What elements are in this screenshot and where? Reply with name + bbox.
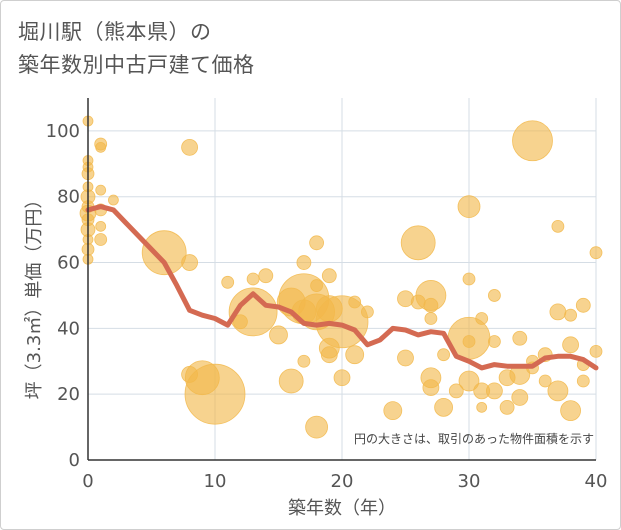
bubble-31	[269, 325, 288, 345]
bubble-83	[551, 219, 565, 233]
bubble-19	[108, 194, 119, 206]
y-tick-label-3: 60	[57, 253, 80, 274]
bubble-series	[79, 115, 603, 439]
bubble-65	[462, 272, 476, 286]
chart-title-line-2: 築年数別中古戸建て価格	[18, 53, 255, 77]
chart-title: 堀川駅（熊本県）の 築年数別中古戸建て価格	[18, 16, 255, 82]
x-tick-label-3: 30	[458, 471, 481, 492]
bubble-89	[562, 336, 579, 354]
y-tick-label-4: 80	[57, 187, 80, 208]
tick-labels: 0 10 20 30 40 0 20 40 60 80 100	[46, 121, 608, 492]
bubble-88	[564, 308, 577, 322]
trend-line	[85, 204, 599, 371]
bubble-30	[258, 268, 274, 284]
bubble-63	[448, 383, 464, 399]
x-tick-label-1: 10	[204, 471, 227, 492]
bubble-50	[360, 305, 374, 319]
bubble-38	[309, 235, 325, 251]
bubble-20	[141, 230, 187, 276]
bubble-80	[512, 120, 553, 162]
x-tick-label-2: 20	[331, 471, 354, 492]
x-tick-label-4: 40	[585, 471, 608, 492]
bubble-84	[549, 303, 567, 321]
bubble-15	[95, 184, 107, 196]
bubble-87	[538, 374, 552, 388]
bubble-28	[228, 287, 278, 337]
bubble-90	[560, 400, 581, 422]
bubble-47	[333, 369, 351, 387]
bubble-39	[310, 279, 324, 292]
bubble-14	[95, 141, 107, 153]
bubble-95	[589, 344, 603, 358]
bubble-60	[422, 379, 440, 397]
x-axis-title: 築年数（年）	[288, 498, 396, 519]
bubble-77	[512, 330, 528, 346]
bubble-74	[485, 382, 503, 400]
bubble-22	[181, 254, 199, 271]
bubble-69	[475, 312, 489, 325]
y-tick-label-0: 0	[69, 450, 80, 471]
bubble-46	[315, 295, 369, 349]
bubble-51	[383, 401, 403, 421]
bubble-41	[305, 415, 329, 439]
y-axis-title: 坪（3.3㎡）単価（万円）	[23, 191, 45, 400]
bubble-42	[321, 268, 337, 284]
bubble-25	[184, 363, 246, 425]
bubble-57	[423, 297, 439, 313]
x-tick-label-0: 0	[82, 471, 93, 492]
trend-series	[85, 204, 599, 371]
bubble-45	[320, 346, 338, 364]
bubble-79	[511, 389, 529, 406]
bubble-18	[94, 233, 108, 246]
y-tick-label-1: 20	[57, 384, 80, 405]
bubble-37	[297, 354, 311, 368]
bubble-33	[278, 368, 304, 394]
bubble-49	[345, 345, 365, 365]
bubble-72	[487, 289, 501, 302]
bubble-58	[424, 312, 438, 325]
bubble-94	[589, 246, 603, 260]
bubble-67	[462, 335, 476, 348]
axes	[87, 98, 596, 461]
bubble-48	[348, 295, 362, 309]
chart-title-line-1: 堀川駅（熊本県）の	[18, 20, 212, 44]
bubble-26	[221, 275, 235, 289]
bubble-71	[476, 401, 488, 413]
bubble-68	[458, 370, 480, 392]
bubble-91	[575, 297, 591, 313]
bubble-34	[296, 255, 312, 270]
bubble-61	[437, 348, 451, 362]
y-tick-label-5: 100	[46, 121, 80, 142]
bubble-76	[499, 399, 515, 415]
bubble-53	[397, 349, 414, 367]
bubble-85	[547, 380, 569, 402]
size-annotation: 円の大きさは、取引のあった物件面積を示す	[354, 431, 594, 446]
bubble-93	[576, 374, 590, 388]
bubble-21	[181, 138, 199, 156]
bubble-29	[246, 272, 260, 286]
bubble-54	[400, 225, 436, 261]
bubble-52	[397, 290, 414, 308]
bubble-64	[457, 195, 481, 219]
bubble-62	[434, 397, 454, 417]
bubble-17	[95, 220, 107, 232]
bubble-73	[487, 335, 501, 348]
y-tick-label-2: 40	[57, 318, 80, 339]
